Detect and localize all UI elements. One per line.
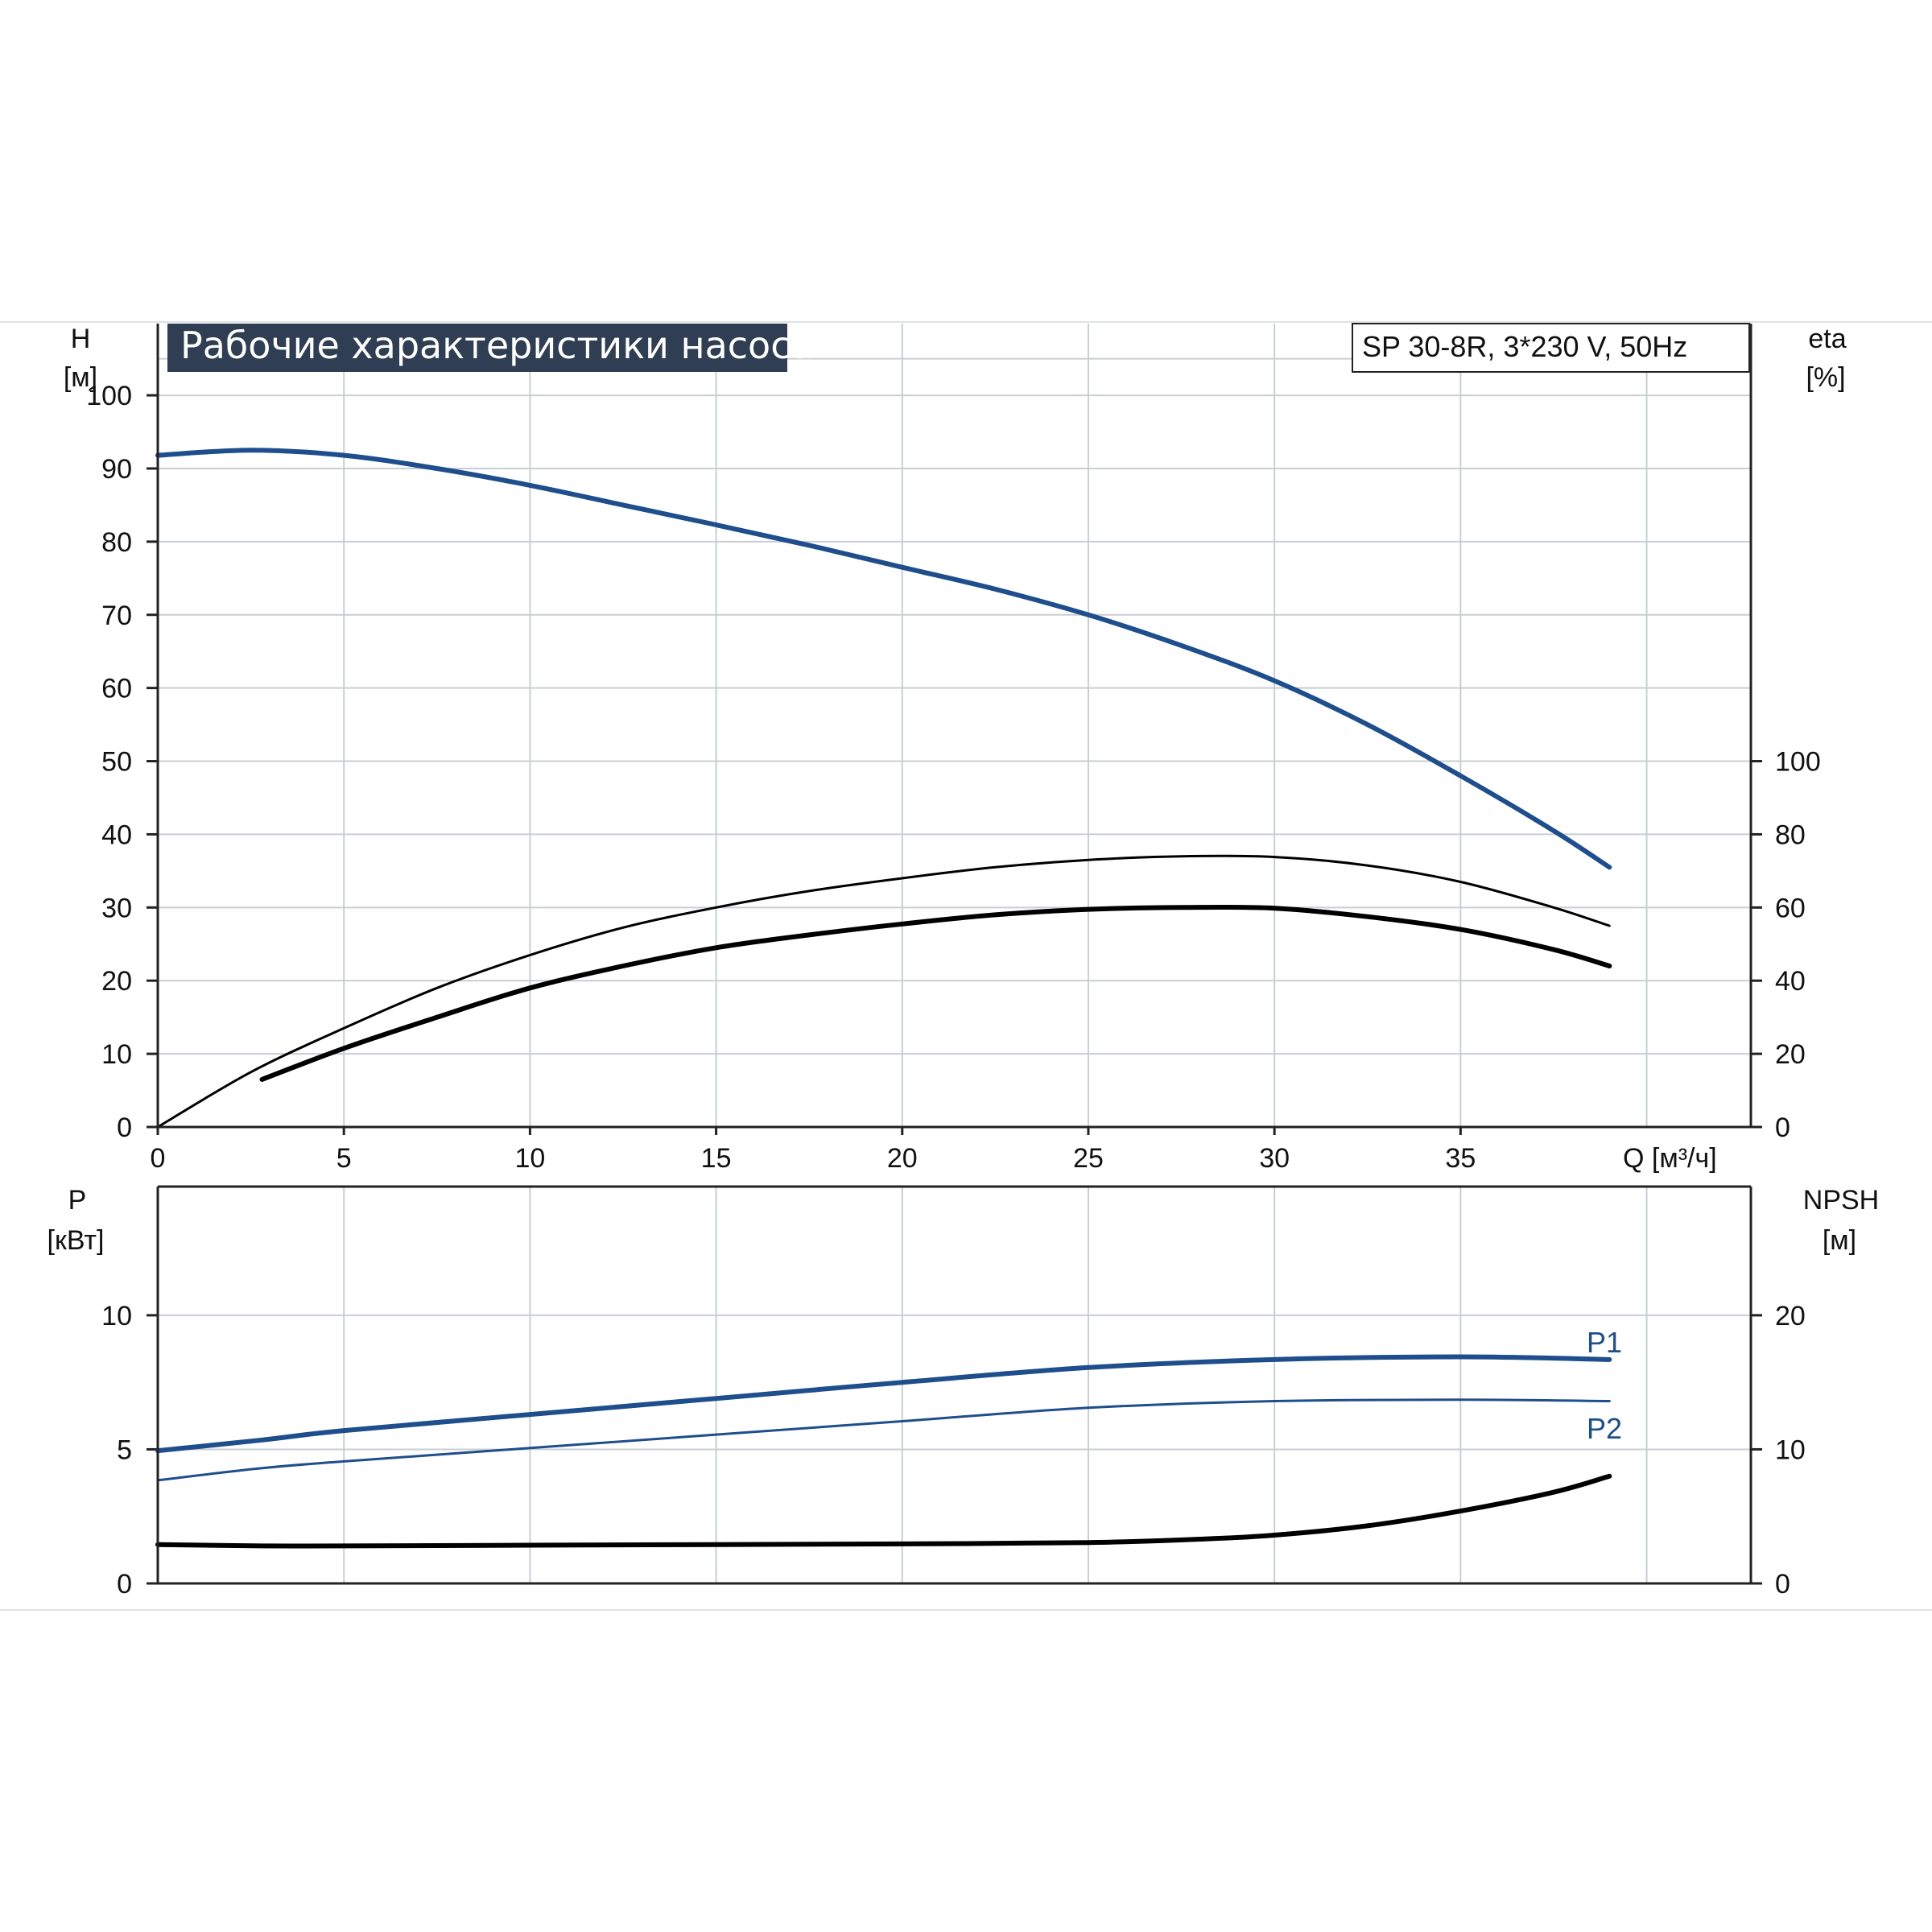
y-tick-label: 20: [101, 966, 132, 997]
y-axis-unit-p: [кВт]: [47, 1225, 105, 1256]
p1-curve: [155, 1354, 1612, 1454]
y-tick-label: 40: [101, 819, 132, 850]
y-axis-unit-h: [м]: [64, 362, 97, 393]
top-series-group: [155, 448, 1612, 1129]
y2-axis-unit-eta: [%]: [1806, 362, 1845, 393]
top-axes: [156, 324, 1752, 1135]
top-grid: [158, 324, 1751, 1127]
x-tick-label: 25: [1073, 1143, 1104, 1174]
efficiency-curve-thin: [156, 854, 1611, 1129]
x-tick-label: 15: [701, 1143, 732, 1174]
y-tick-label: 10: [101, 1301, 132, 1331]
y2-tick-label: 20: [1775, 1301, 1806, 1331]
model-label: SP 30-8R, 3*230 V, 50Hz: [1362, 330, 1687, 363]
y-tick-label: 30: [101, 893, 132, 923]
x-tick-label: 10: [514, 1143, 545, 1174]
title-box: Рабочие характеристики насоса: [167, 324, 814, 372]
y-axis-label-h: H: [71, 324, 91, 354]
bottom-grid: [158, 1187, 1751, 1583]
top-tick-labels: 0 10 20 30 40 50 60 70 80 90 100 0 20 40 60 80 100 0 5 10 15…: [86, 381, 1820, 1174]
y2-tick-label: 40: [1775, 966, 1806, 997]
y2-tick-label: 100: [1775, 747, 1821, 778]
bottom-tick-labels: 0 5 10 0 10 20: [101, 1301, 1806, 1600]
bottom-axes: [156, 1185, 1752, 1585]
y2-axis-label-eta: eta: [1808, 324, 1846, 354]
model-box-border: [1352, 323, 1750, 373]
series-label-p2: P2: [1587, 1412, 1622, 1445]
y-tick-label: 0: [117, 1113, 132, 1143]
y-axis-label-p: P: [68, 1185, 87, 1216]
p2-curve: [156, 1398, 1611, 1482]
series-label-p1: P1: [1587, 1326, 1622, 1359]
x-tick-label: 35: [1445, 1143, 1476, 1174]
y-tick-label: 80: [101, 527, 132, 558]
y-tick-label: 50: [101, 747, 132, 778]
y-tick-label: 90: [101, 454, 132, 485]
y2-tick-label: 80: [1775, 819, 1806, 850]
y-tick-label: 60: [101, 674, 132, 704]
y-tick-label: 10: [101, 1039, 132, 1070]
x-tick-label: 30: [1259, 1143, 1290, 1174]
y2-tick-label: 0: [1775, 1569, 1790, 1600]
y2-axis-label-npsh: NPSH: [1803, 1185, 1879, 1216]
chart-title: Рабочие характеристики насоса: [180, 324, 814, 367]
y-tick-label: 5: [117, 1435, 132, 1465]
y2-tick-label: 60: [1775, 893, 1806, 923]
efficiency-curve-thick: [259, 904, 1612, 1082]
y2-tick-label: 20: [1775, 1039, 1806, 1070]
y2-axis-unit-npsh: [м]: [1823, 1225, 1856, 1256]
title-background: [167, 324, 787, 372]
head-curve: [155, 448, 1612, 870]
y-tick-label: 0: [117, 1569, 132, 1600]
x-tick-label: 20: [887, 1143, 918, 1174]
y-tick-label: 100: [86, 381, 132, 411]
x-axis-label: Q [м³/ч]: [1623, 1143, 1717, 1174]
y2-tick-label: 0: [1775, 1113, 1790, 1143]
y-tick-label: 70: [101, 601, 132, 631]
y2-tick-label: 10: [1775, 1435, 1806, 1465]
x-tick-label: 0: [151, 1143, 166, 1174]
model-box: SP 30-8R, 3*230 V, 50Hz: [1352, 323, 1750, 373]
bottom-series-group: [155, 1354, 1612, 1549]
npsh-curve: [155, 1473, 1612, 1549]
x-tick-label: 5: [336, 1143, 352, 1174]
figure-frame: [0, 321, 1932, 1611]
